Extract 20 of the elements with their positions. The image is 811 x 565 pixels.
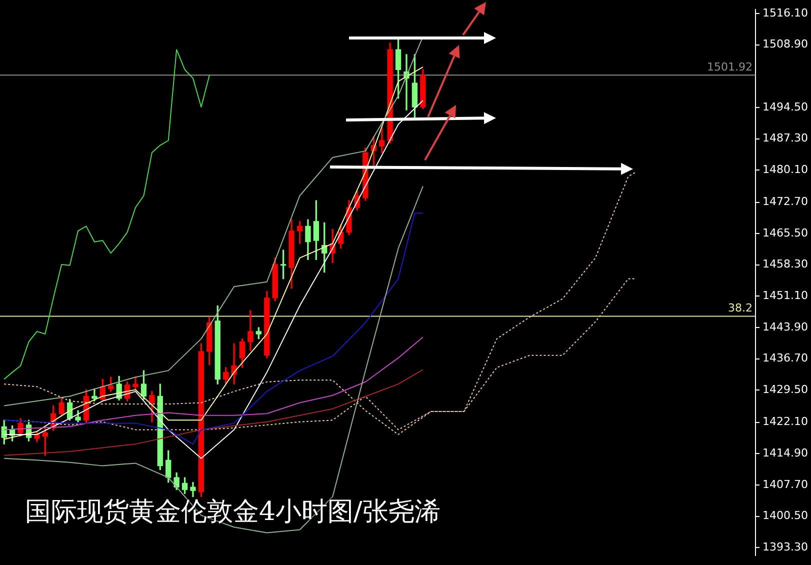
y-tick-label: 1400.50 xyxy=(762,509,808,522)
y-tick-label: 1494.50 xyxy=(762,100,808,114)
ref-line-label: 1501.92 xyxy=(707,60,753,74)
y-tick-label: 1443.90 xyxy=(762,320,808,334)
y-tick-label: 1508.90 xyxy=(762,38,808,51)
y-tick-label: 1407.70 xyxy=(762,478,808,491)
y-tick-label: 1472.70 xyxy=(762,195,808,208)
y-tick-label: 1429.50 xyxy=(762,382,808,396)
y-tick-label: 1393.30 xyxy=(762,540,808,554)
y-tick-label: 1516.10 xyxy=(762,6,808,20)
line-series xyxy=(4,171,637,435)
y-tick-label: 1451.10 xyxy=(762,289,808,302)
y-tick-label: 1487.30 xyxy=(762,132,808,145)
annotation: 38.2 xyxy=(728,302,753,315)
y-tick-label: 1465.50 xyxy=(762,226,808,240)
y-tick-label: 1414.90 xyxy=(762,446,808,460)
y-tick-label: 1422.10 xyxy=(762,415,808,428)
y-tick-label: 1436.70 xyxy=(762,352,808,365)
y-tick-label: 1458.30 xyxy=(762,258,808,271)
y-tick-label: 1480.10 xyxy=(762,162,808,176)
